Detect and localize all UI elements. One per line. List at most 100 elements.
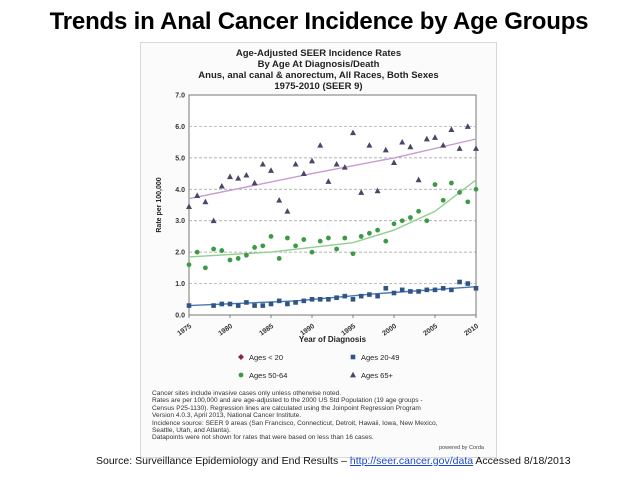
data-point-ages-50-64 [317, 238, 323, 244]
note-line: Cancer sites include invasive cases only… [152, 390, 342, 397]
data-point-ages-20-49 [227, 301, 233, 307]
data-point-ages-65 [423, 135, 430, 142]
data-point-ages-20-49 [211, 303, 216, 308]
data-point-ages-65 [473, 145, 479, 151]
data-point-ages-50-64 [194, 249, 200, 255]
data-point-ages-50-64 [244, 252, 249, 258]
data-point-ages-65 [309, 157, 315, 164]
data-point-ages-20-49 [309, 296, 315, 302]
source-link[interactable]: http://seer.cancer.gov/data [349, 455, 474, 467]
legend-label: Ages < 20 [249, 353, 283, 362]
data-point-ages-20-49 [408, 289, 413, 294]
data-point-ages-65 [227, 173, 233, 180]
data-point-ages-20-49 [301, 298, 307, 304]
data-point-ages-50-64 [375, 227, 380, 233]
legend-marker [350, 371, 356, 378]
data-point-ages-50-64 [260, 243, 266, 249]
data-point-ages-50-64 [350, 251, 356, 257]
legend-label: Ages 65+ [361, 371, 394, 380]
data-point-ages-50-64 [227, 257, 233, 263]
data-point-ages-65 [399, 138, 406, 145]
data-point-ages-50-64 [391, 221, 397, 227]
data-point-ages-20-49 [358, 293, 364, 299]
data-point-ages-50-64 [440, 197, 446, 203]
data-point-ages-65 [218, 182, 225, 189]
chart-title-line-2: By Age At Diagnosis/Death [257, 59, 380, 70]
data-point-ages-50-64 [408, 215, 413, 220]
data-point-ages-20-49 [268, 301, 274, 307]
data-point-ages-50-64 [203, 265, 208, 271]
note-line: Rates are per 100,000 and are age-adjust… [152, 397, 423, 405]
data-point-ages-20-49 [276, 298, 282, 304]
data-point-ages-50-64 [432, 182, 438, 187]
data-point-ages-50-64 [399, 218, 405, 224]
y-tick-label: 2.0 [175, 250, 185, 257]
source-prefix: Source: Surveillance Epidemiology and En… [96, 455, 350, 467]
data-point-ages-20-49 [235, 303, 241, 308]
data-point-ages-20-49 [334, 295, 339, 301]
chart-title-line-3: Anus, anal canal & anorectum, All Races,… [198, 70, 439, 81]
data-point-ages-65 [341, 164, 348, 170]
data-point-ages-20-49 [252, 303, 257, 308]
data-point-ages-65 [350, 129, 356, 136]
data-point-ages-65 [366, 142, 373, 148]
data-point-ages-65 [186, 203, 192, 209]
chart-figure: Age-Adjusted SEER Incidence Rates By Age… [140, 42, 497, 458]
data-point-ages-65 [202, 198, 209, 205]
y-tick-label: 7.0 [175, 93, 185, 100]
data-point-ages-65 [325, 178, 332, 184]
data-point-ages-20-49 [457, 279, 462, 285]
x-tick-label: 1975 [176, 323, 193, 338]
data-point-ages-50-64 [309, 249, 315, 255]
source-suffix: Accessed 8/18/2013 [473, 455, 571, 467]
data-point-ages-65 [448, 126, 455, 132]
data-point-ages-65 [292, 160, 299, 167]
data-point-ages-50-64 [252, 245, 257, 250]
data-point-ages-20-49 [244, 300, 249, 305]
data-point-ages-65 [415, 176, 422, 183]
data-point-ages-65 [358, 189, 365, 195]
data-point-ages-65 [432, 134, 438, 140]
data-point-ages-20-49 [350, 296, 356, 302]
data-point-ages-20-49 [375, 293, 380, 299]
x-tick-label: 1985 [258, 323, 275, 338]
data-point-ages-20-49 [219, 301, 225, 307]
chart-title-line-1: Age-Adjusted SEER Incidence Rates [235, 48, 402, 59]
powered-by: powered by Corda [439, 445, 484, 451]
data-point-ages-65 [284, 208, 291, 214]
data-point-ages-65 [464, 123, 471, 129]
data-point-ages-20-49 [383, 285, 389, 291]
data-point-ages-65 [300, 170, 307, 176]
data-point-ages-65 [317, 142, 324, 148]
data-point-ages-20-49 [326, 296, 331, 302]
data-point-ages-65 [440, 142, 447, 148]
data-point-ages-65 [391, 159, 397, 165]
data-point-ages-50-64 [235, 256, 241, 261]
note-line: Incidence source: SEER 9 areas (San Fran… [152, 419, 438, 427]
data-point-ages-20-49 [391, 290, 397, 296]
note-line: Seattle, Utah, and Atlanta). [152, 427, 231, 435]
chart-title-line-4: 1975-2010 (SEER 9) [274, 81, 363, 92]
data-point-ages-50-64 [219, 248, 225, 253]
legend-label: Ages 50-64 [249, 371, 287, 380]
data-point-ages-20-49 [424, 287, 430, 293]
data-point-ages-50-64 [367, 230, 372, 236]
data-point-ages-50-64 [358, 234, 364, 239]
note-line: Census P25-1130). Regression lines are c… [152, 404, 421, 412]
slide-title: Trends in Anal Cancer Incidence by Age G… [49, 8, 589, 35]
data-point-ages-20-49 [317, 296, 323, 302]
data-point-ages-50-64 [268, 234, 274, 239]
note-line: Datapoints were not shown for rates that… [152, 434, 374, 442]
y-tick-label: 4.0 [175, 187, 185, 194]
y-axis-label: Rate per 100,000 [156, 177, 163, 232]
data-point-ages-50-64 [416, 208, 421, 214]
data-point-ages-65 [407, 143, 414, 150]
x-tick-label: 2005 [422, 323, 439, 338]
data-point-ages-65 [235, 175, 242, 181]
legend-marker [238, 354, 244, 360]
data-point-ages-65 [194, 192, 201, 198]
y-tick-label: 3.0 [175, 218, 185, 225]
data-point-ages-20-49 [186, 303, 192, 308]
data-point-ages-20-49 [432, 287, 438, 293]
data-point-ages-50-64 [186, 262, 192, 268]
